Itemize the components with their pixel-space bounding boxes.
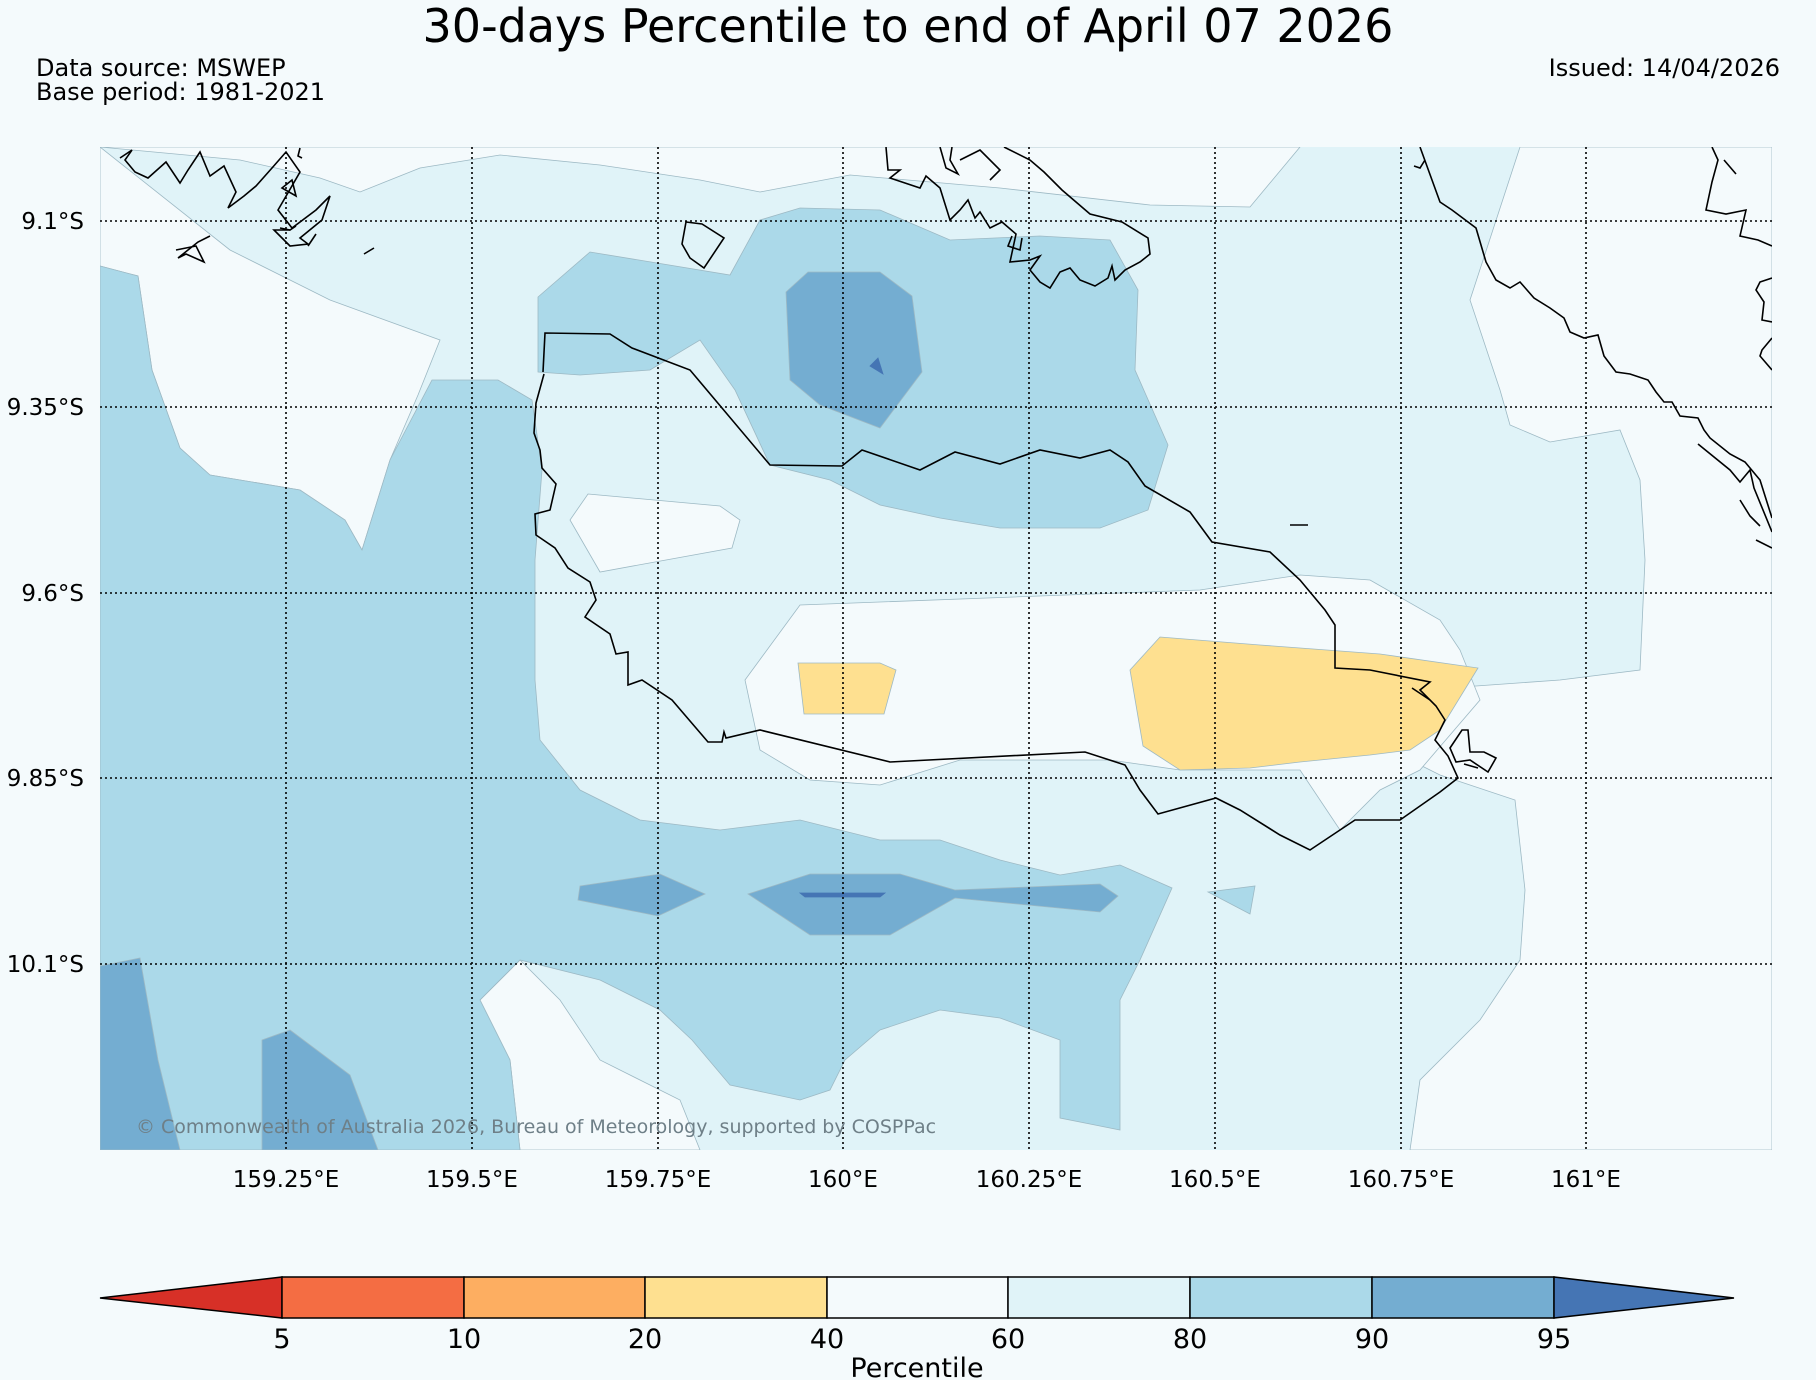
coastline-nw-islet — [279, 225, 297, 231]
lon-axis-labels: 159.25°E 159.5°E 159.75°E 160°E 160.25°E… — [233, 1167, 1621, 1193]
coastline-far-ne-7 — [1755, 539, 1772, 549]
lon-label: 161°E — [1551, 1167, 1621, 1193]
colorbar-tick: 10 — [447, 1324, 481, 1355]
coastline-north-central-4 — [959, 149, 1002, 181]
contour-90-95-band-east — [747, 873, 1119, 936]
colorbar-tick: 80 — [1173, 1324, 1207, 1355]
coastline-small-island — [681, 221, 726, 270]
lat-label: 9.1°S — [21, 209, 84, 235]
lon-label: 160.25°E — [976, 1167, 1083, 1193]
coastline-east-island — [1449, 729, 1498, 774]
coastline-far-ne-5 — [1697, 443, 1772, 533]
coastline-islet-a — [363, 247, 375, 255]
colorbar-segment-10-20 — [463, 1276, 646, 1319]
colorbar-segment-80-90 — [1189, 1276, 1373, 1319]
lon-label: 159.5°E — [426, 1167, 518, 1193]
lat-label: 9.6°S — [21, 581, 84, 607]
contour-40-60-top — [100, 147, 1301, 208]
contour-20-40-east — [1129, 636, 1479, 771]
copyright-text: © Commonwealth of Australia 2026, Bureau… — [136, 1116, 936, 1138]
coastline-north-east — [1419, 147, 1772, 519]
contour-20-40-west — [797, 662, 897, 715]
contour-80-90-small-east — [1206, 885, 1256, 915]
coastline-east-cape — [1411, 687, 1431, 701]
colorbar-label: Percentile — [850, 1353, 983, 1380]
colorbar-tick: 60 — [991, 1324, 1025, 1355]
contour-above-95-band — [798, 892, 887, 898]
map-panel: © Commonwealth of Australia 2026, Bureau… — [100, 147, 1772, 1150]
metadata-left: Data source: MSWEP Base period: 1981-202… — [36, 56, 325, 104]
colorbar-segment-60-80 — [1007, 1276, 1191, 1319]
contour-above-95-north — [869, 357, 884, 375]
coastline-islet-c — [280, 178, 298, 198]
colorbar-tick: 20 — [628, 1324, 662, 1355]
coastline-nw-2 — [175, 235, 211, 264]
colorbar-extend-high — [1553, 1276, 1735, 1319]
coastline-far-ne-4 — [1759, 337, 1772, 371]
colorbar-tick: 90 — [1355, 1324, 1389, 1355]
coastline-north-central-3 — [1006, 235, 1023, 252]
colorbar — [99, 1276, 1735, 1319]
map-title: 30-days Percentile to end of April 07 20… — [422, 0, 1394, 53]
lon-label: 160.5°E — [1169, 1167, 1261, 1193]
coastline-north-west — [119, 149, 331, 247]
colorbar-segment-40-60 — [826, 1276, 1009, 1319]
lat-label: 10.1°S — [7, 952, 84, 978]
lon-label: 159.75°E — [605, 1167, 712, 1193]
contour-40-60-small-west — [569, 493, 741, 573]
lat-label: 9.85°S — [7, 766, 84, 792]
coastline-east-island-2 — [1463, 763, 1479, 769]
coastline-island-main — [533, 332, 1459, 851]
colorbar-tick: 5 — [273, 1324, 290, 1355]
lon-label: 159.25°E — [233, 1167, 340, 1193]
coastlines — [119, 147, 1772, 851]
colorbar-ticks: 5 10 20 40 60 80 90 95 — [273, 1324, 1571, 1355]
lat-label: 9.35°S — [7, 395, 84, 421]
graticule — [100, 147, 1772, 1150]
coastline-islet-b — [307, 233, 317, 247]
lon-label: 160.75°E — [1348, 1167, 1455, 1193]
coastline-far-ne — [1705, 147, 1772, 247]
coastline-far-ne-3 — [1755, 277, 1772, 323]
contour-80-90-main — [100, 265, 1173, 1150]
coastline-far-ne-2 — [1723, 159, 1737, 175]
lon-label: 160°E — [808, 1167, 878, 1193]
contour-90-95-sw — [100, 957, 181, 1150]
colorbar-segment-5-10 — [281, 1276, 465, 1319]
lat-axis-labels: 9.1°S 9.35°S 9.6°S 9.85°S 10.1°S — [7, 209, 84, 978]
colorbar-tick: 95 — [1537, 1324, 1571, 1355]
coastline-north-central-2 — [939, 147, 961, 176]
contour-90-95-band-west — [577, 873, 706, 917]
colorbar-extend-low — [99, 1276, 283, 1319]
contour-90-95-north — [785, 271, 923, 429]
coastline-north-east-2 — [1413, 159, 1426, 169]
coastline-north-central — [885, 147, 1151, 290]
coastline-islet-d — [297, 147, 303, 159]
colorbar-tick: 40 — [810, 1324, 844, 1355]
colorbar-segment-20-40 — [644, 1276, 828, 1319]
coastline-far-ne-6 — [1739, 499, 1761, 527]
colorbar-segment-90-95 — [1371, 1276, 1555, 1319]
issued-date: Issued: 14/04/2026 — [1548, 54, 1780, 82]
data-source-text: Data source: MSWEP — [36, 54, 286, 82]
contour-90-95-sw2 — [261, 1029, 379, 1150]
base-period-text: Base period: 1981-2021 — [36, 78, 326, 106]
